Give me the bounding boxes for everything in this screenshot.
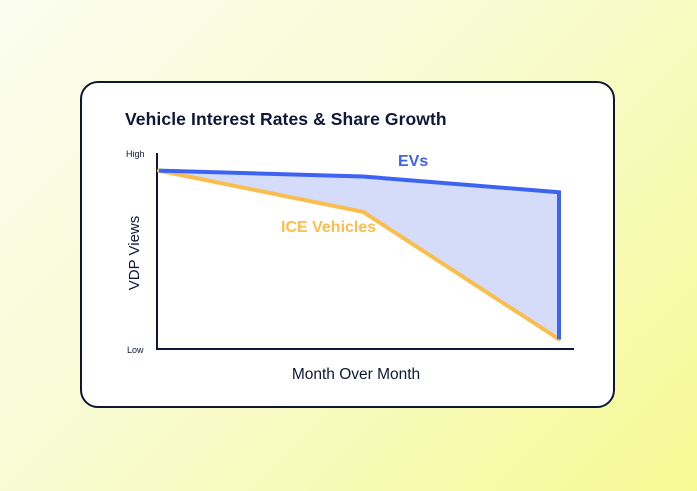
evs-series-label: EVs — [398, 153, 428, 170]
y-tick-low: Low — [127, 345, 144, 355]
chart-plot: High Low VDP Views Month Over Month EVs … — [126, 149, 574, 383]
chart-card: Vehicle Interest Rates & Share Growth Hi… — [80, 81, 615, 408]
y-tick-high: High — [126, 149, 145, 159]
gap-area-fill — [159, 170, 559, 340]
ice-vehicles-line — [157, 168, 561, 342]
chart-title: Vehicle Interest Rates & Share Growth — [125, 109, 447, 129]
x-axis-label: Month Over Month — [292, 366, 420, 383]
ice-vehicles-series-label: ICE Vehicles — [281, 219, 376, 236]
evs-line — [158, 168, 561, 340]
y-axis-label: VDP Views — [126, 216, 143, 290]
